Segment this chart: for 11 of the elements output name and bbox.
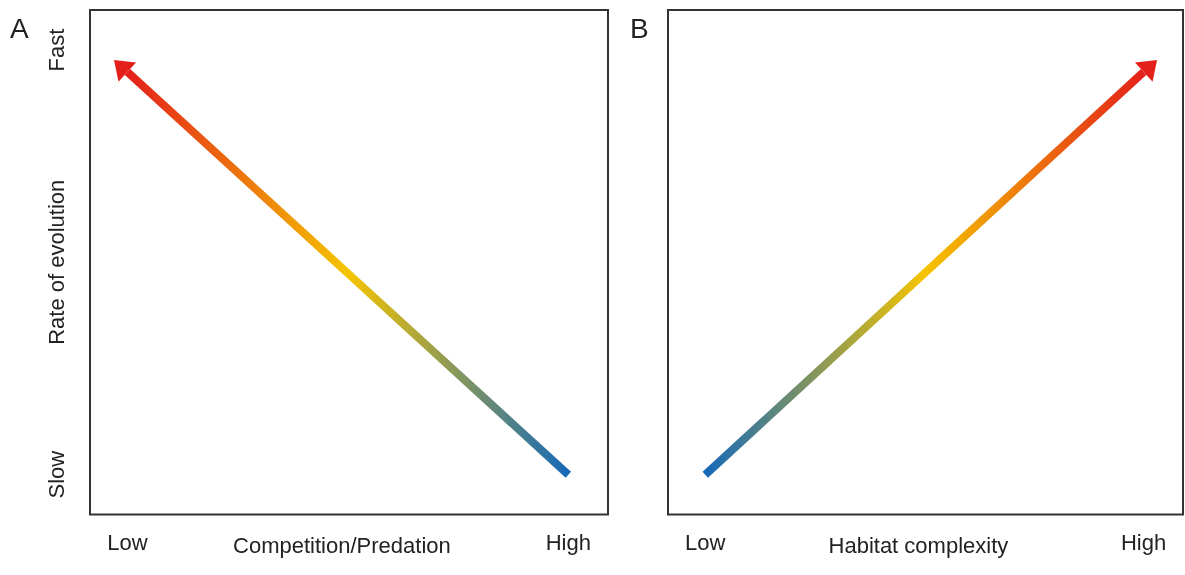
x-tick-label: Low (107, 529, 148, 555)
x-tick-label: High (545, 529, 591, 555)
text: Slow (44, 450, 70, 499)
chart-title: B (630, 12, 649, 44)
text: Fast (44, 28, 70, 72)
x-tick-label: High (1120, 529, 1167, 555)
x-axis-title: Competition/Predation (233, 532, 451, 558)
y-axis-title: Rate of evolution (44, 179, 70, 345)
x-axis-title: Habitat complexity (828, 532, 1009, 558)
x-tick-label: Low (685, 529, 726, 555)
chart-title: A (10, 12, 29, 44)
